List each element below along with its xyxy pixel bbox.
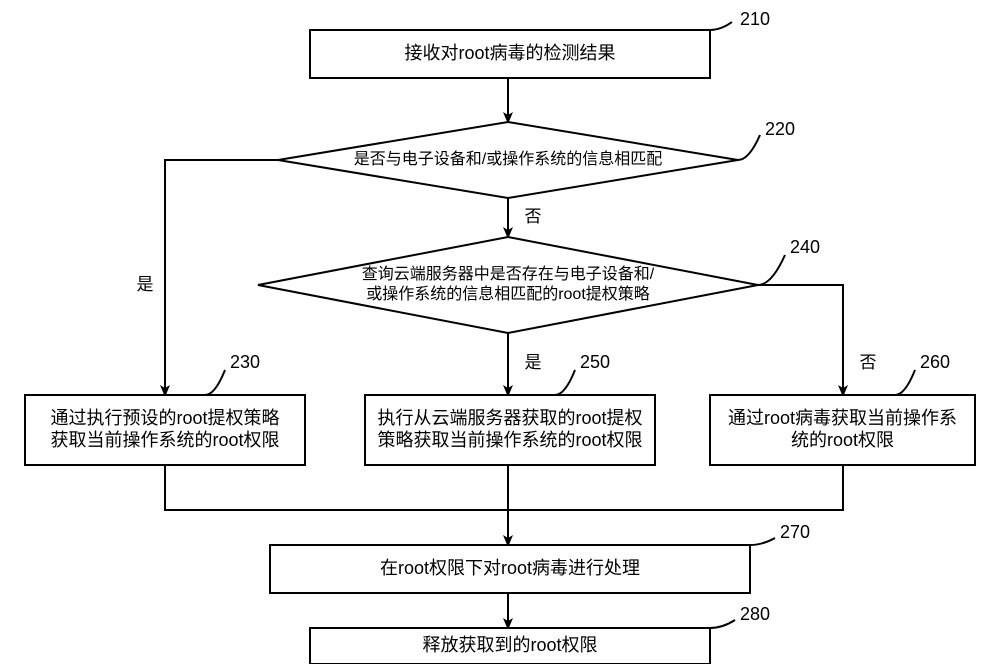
ref-number: 260 [920,352,950,372]
ref-leader [205,370,225,395]
flow-decision-n240 [258,237,758,333]
ref-leader [750,538,775,545]
flow-step-label: 在root权限下对root病毒进行处理 [380,558,640,578]
flow-step-label: 接收对root病毒的检测结果 [404,43,615,63]
ref-leader [758,255,785,285]
flow-decision-label: 查询云端服务器中是否存在与电子设备和/ [362,265,655,283]
flow-edge [165,465,508,510]
flow-step-label: 释放获取到的root权限 [422,635,597,655]
flow-decision-label: 或操作系统的信息相匹配的root提权策略 [366,285,650,303]
edge-label: 是 [137,275,154,294]
ref-number: 250 [580,352,610,372]
ref-leader [738,135,760,160]
ref-number: 210 [740,9,770,29]
flow-decision-label: 是否与电子设备和/或操作系统的信息相匹配 [354,150,662,168]
flow-step-label: 获取当前操作系统的root权限 [50,430,279,450]
flow-step-label: 通过执行预设的root提权策略 [50,408,279,428]
flow-step-label: 通过root病毒获取当前操作系 [728,408,957,428]
ref-number: 240 [790,237,820,257]
flow-edge [508,465,843,510]
ref-leader [710,22,732,30]
flow-edge [165,160,278,395]
ref-leader [710,620,735,628]
ref-leader [895,370,915,395]
ref-number: 220 [765,119,795,139]
ref-number: 230 [230,352,260,372]
edge-label: 否 [525,207,542,226]
flow-step-label: 执行从云端服务器获取的root提权 [377,408,642,428]
ref-number: 270 [780,522,810,542]
flow-edge [758,285,843,395]
edge-label: 否 [860,353,877,372]
ref-leader [555,370,575,395]
ref-number: 280 [740,604,770,624]
flow-step-label: 统的root权限 [791,430,894,450]
edge-label: 是 [525,353,542,372]
flow-step-label: 策略获取当前操作系统的root权限 [377,430,642,450]
